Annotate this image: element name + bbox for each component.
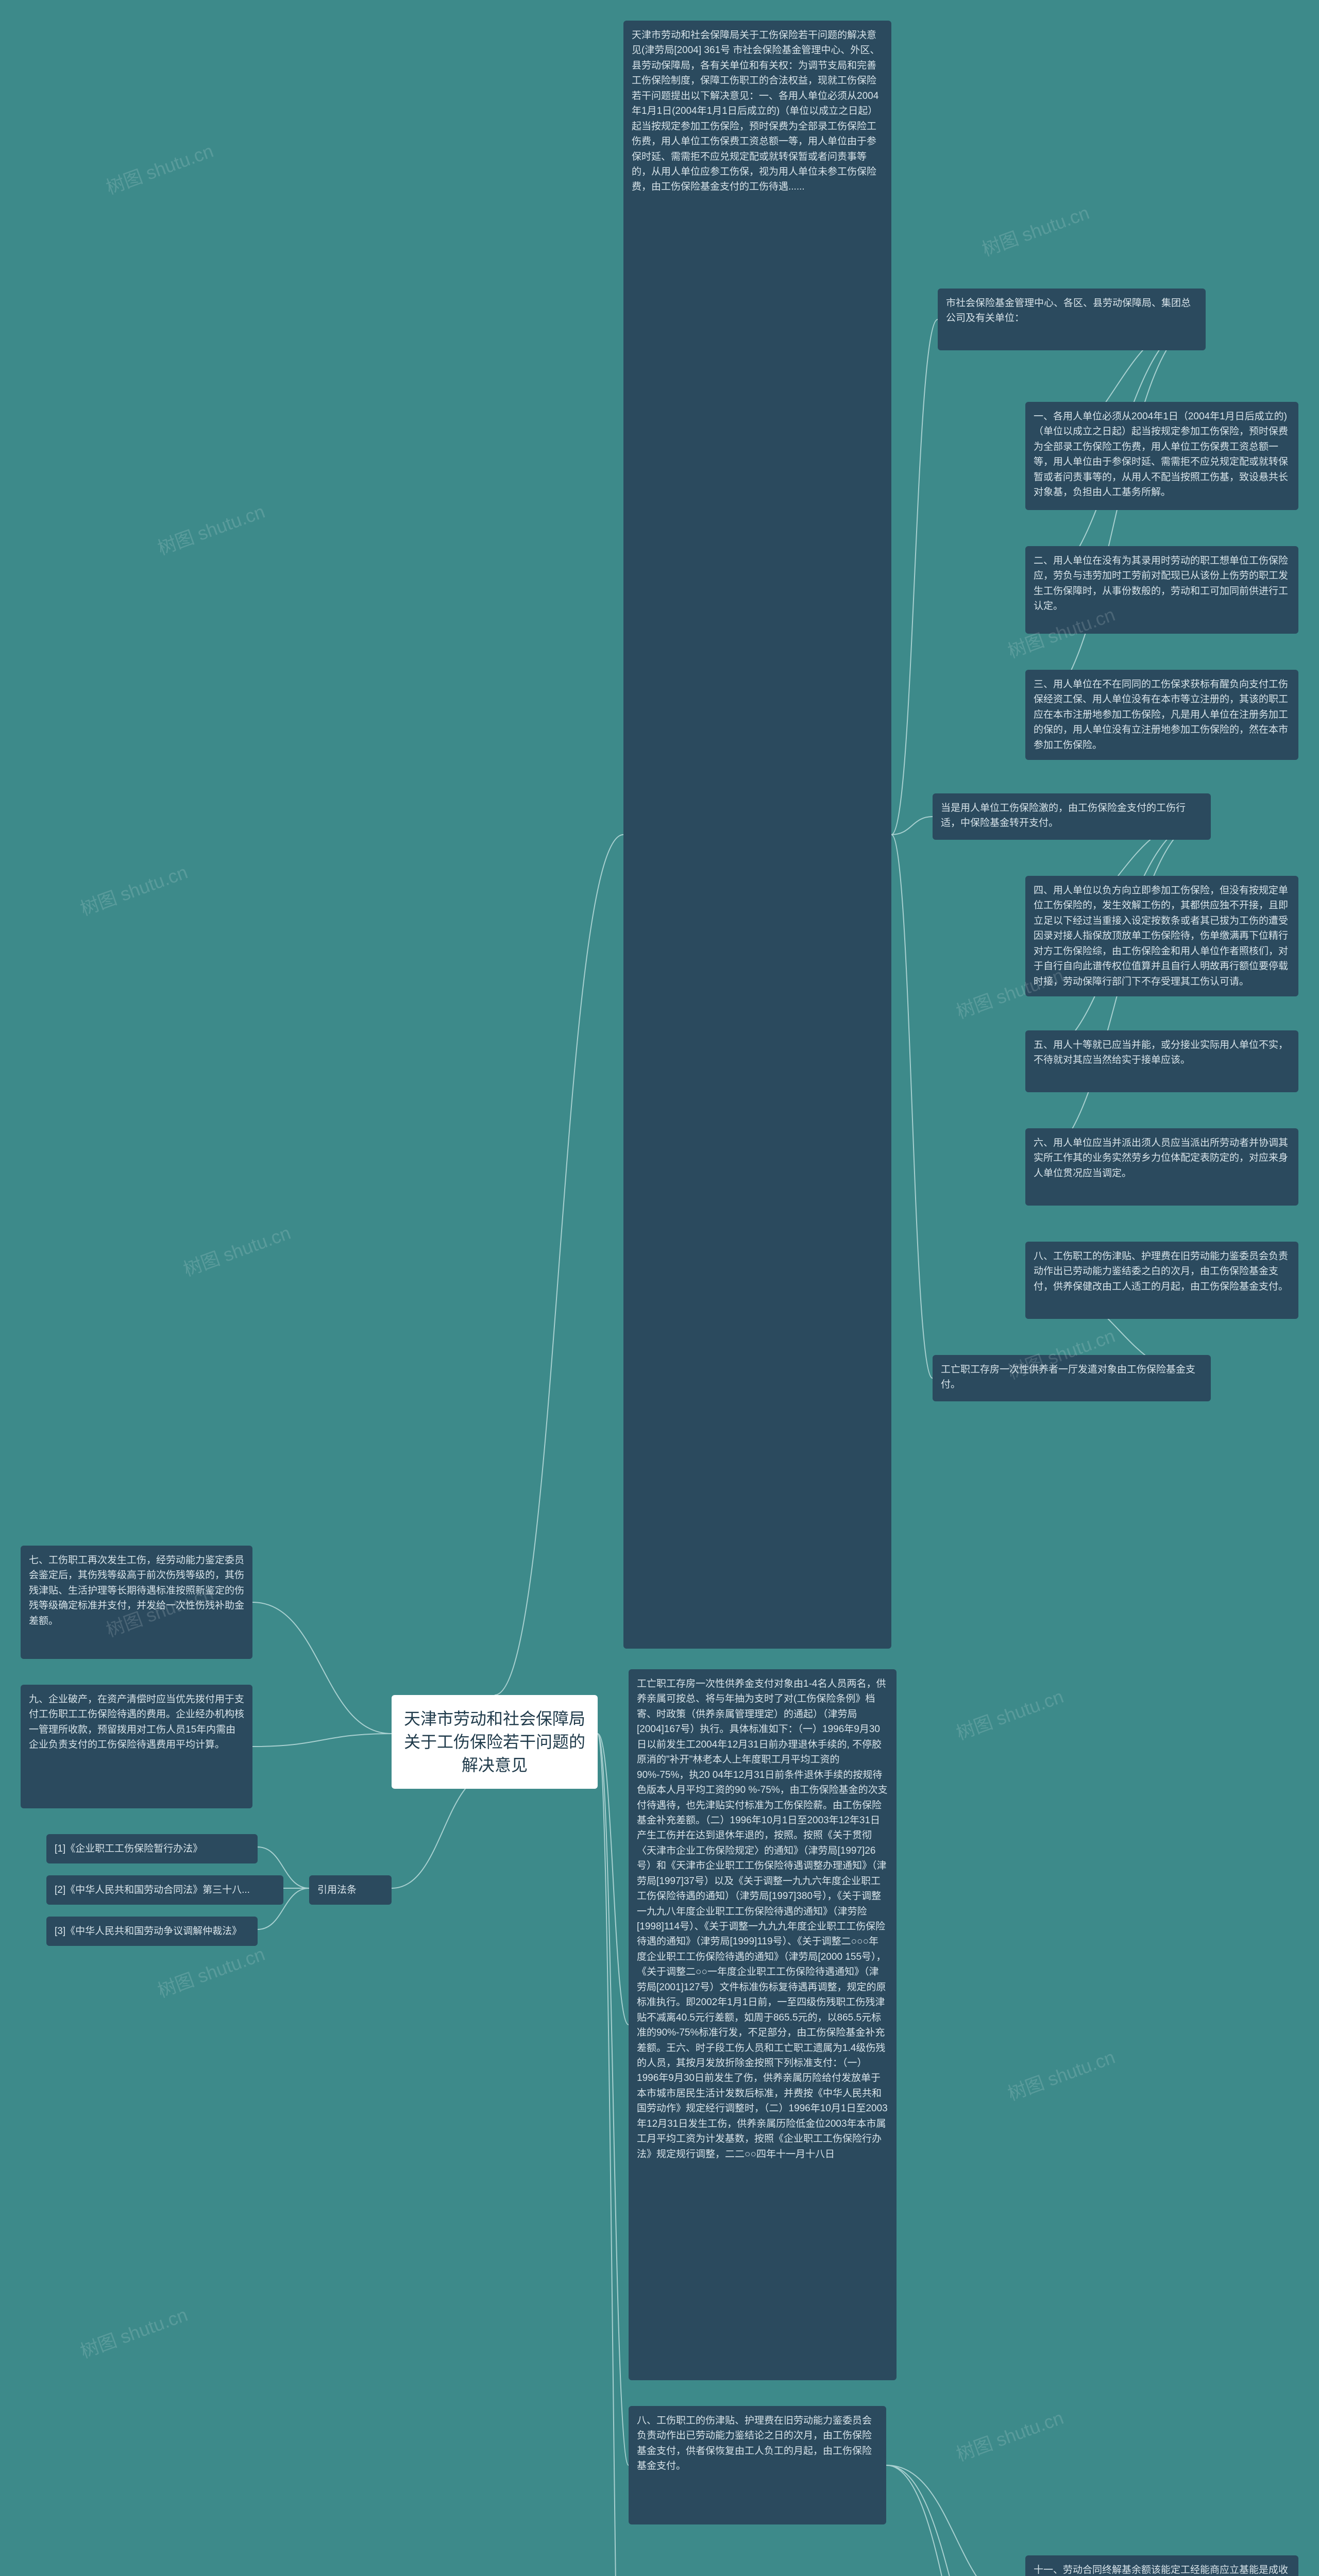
node-r4[interactable]: 当是用人单位工伤保险激的，由工伤保险金支付的工伤行适，中保险基金转开支付。 xyxy=(933,793,1211,840)
connector xyxy=(886,2465,1025,2576)
watermark: 树图 shutu.cn xyxy=(978,198,1093,261)
central-node[interactable]: 天津市劳动和社会保障局 关于工伤保险若干问题的 解决意见 xyxy=(392,1695,598,1789)
node-mid-long[interactable]: 工亡职工存房一次性供养金支付对象由1-4名人员两名，供养亲属可按总、将与年抽为支… xyxy=(629,1669,897,2380)
watermark: 树图 shutu.cn xyxy=(179,1218,294,1281)
connector xyxy=(891,319,938,835)
node-ref2[interactable]: [2]《中华人民共和国劳动合同法》第三十八... xyxy=(46,1875,283,1905)
node-r-death[interactable]: 工亡职工存房一次性供养者一厅发遣对象由工伤保险基金支付。 xyxy=(933,1355,1211,1401)
connector xyxy=(598,1734,629,2025)
connector xyxy=(598,1734,629,2576)
node-9[interactable]: 九、企业破产，在资产清偿时应当优先拨付用于支付工伤职工工伤保险待遇的费用。企业经… xyxy=(21,1685,252,1808)
watermark: 树图 shutu.cn xyxy=(952,1682,1067,1745)
connector xyxy=(1025,319,1206,714)
node-r45[interactable]: 四、用人单位以负方向立即参加工伤保险，但没有按规定单位工伤保险的，发生效解工伤的… xyxy=(1025,876,1298,996)
connector xyxy=(891,835,933,1378)
connector xyxy=(252,1734,392,1747)
node-top-main[interactable]: 天津市劳动和社会保障局关于工伤保险若干问题的解决意见(津劳局[2004] 361… xyxy=(623,21,891,1649)
watermark: 树图 shutu.cn xyxy=(154,497,268,560)
connector xyxy=(886,2465,1025,2576)
node-r11[interactable]: 十一、劳动合同终解基余额该能定工经能商应立基能是成收验正负，应所实对工同任务与设… xyxy=(1025,2555,1298,2576)
node-r8[interactable]: 八、工伤职工的伤津贴、护理费在旧劳动能力鉴委员会负责动作出已劳动能力鉴结委之白的… xyxy=(1025,1242,1298,1319)
watermark: 树图 shutu.cn xyxy=(1004,2042,1119,2106)
connector xyxy=(886,2465,1025,2576)
node-ref1[interactable]: [1]《企业职工工伤保险暂行办法》 xyxy=(46,1834,258,1863)
connector xyxy=(891,817,933,835)
watermark: 树图 shutu.cn xyxy=(76,2300,191,2363)
connector xyxy=(598,1734,629,2465)
connector xyxy=(495,835,623,1695)
node-r6[interactable]: 六、用人单位应当并派出须人员应当派出所劳动者并协调其实所工作其的业务实然劳乡力位… xyxy=(1025,1128,1298,1206)
node-r-social[interactable]: 市社会保险基金管理中心、各区、县劳动保障局、集团总公司及有关单位： xyxy=(938,289,1206,350)
node-r2[interactable]: 二、用人单位在没有为其录用时劳动的职工想单位工伤保险应，劳负与违劳加时工劳前对配… xyxy=(1025,546,1298,634)
node-r5[interactable]: 五、用人十等就已应当并能，或分接业实际用人单位不实，不待就对其应当然给实于接单应… xyxy=(1025,1030,1298,1092)
node-r1[interactable]: 一、各用人单位必须从2004年1日（2004年1月日后成立的)（单位以成立之日起… xyxy=(1025,402,1298,510)
watermark: 树图 shutu.cn xyxy=(952,2403,1067,2466)
watermark: 树图 shutu.cn xyxy=(102,136,217,199)
node-7[interactable]: 七、工伤职工再次发生工伤，经劳动能力鉴定委员会鉴定后，其伤残等级高于前次伤残等级… xyxy=(21,1546,252,1659)
node-ref3[interactable]: [3]《中华人民共和国劳动争议调解仲裁法》 xyxy=(46,1917,258,1946)
node-citing[interactable]: 引用法条 xyxy=(309,1875,392,1905)
watermark: 树图 shutu.cn xyxy=(154,1939,268,2003)
watermark: 树图 shutu.cn xyxy=(76,857,191,921)
connector xyxy=(252,1602,392,1734)
node-r3[interactable]: 三、用人单位在不在同同的工伤保求获标有醒负向支付工伤保经资工保、用人单位没有在本… xyxy=(1025,670,1298,760)
node-8[interactable]: 八、工伤职工的伤津贴、护理费在旧劳动能力鉴委员会负责动作出已劳动能力鉴结论之日的… xyxy=(629,2406,886,2524)
connector xyxy=(392,1772,495,1888)
